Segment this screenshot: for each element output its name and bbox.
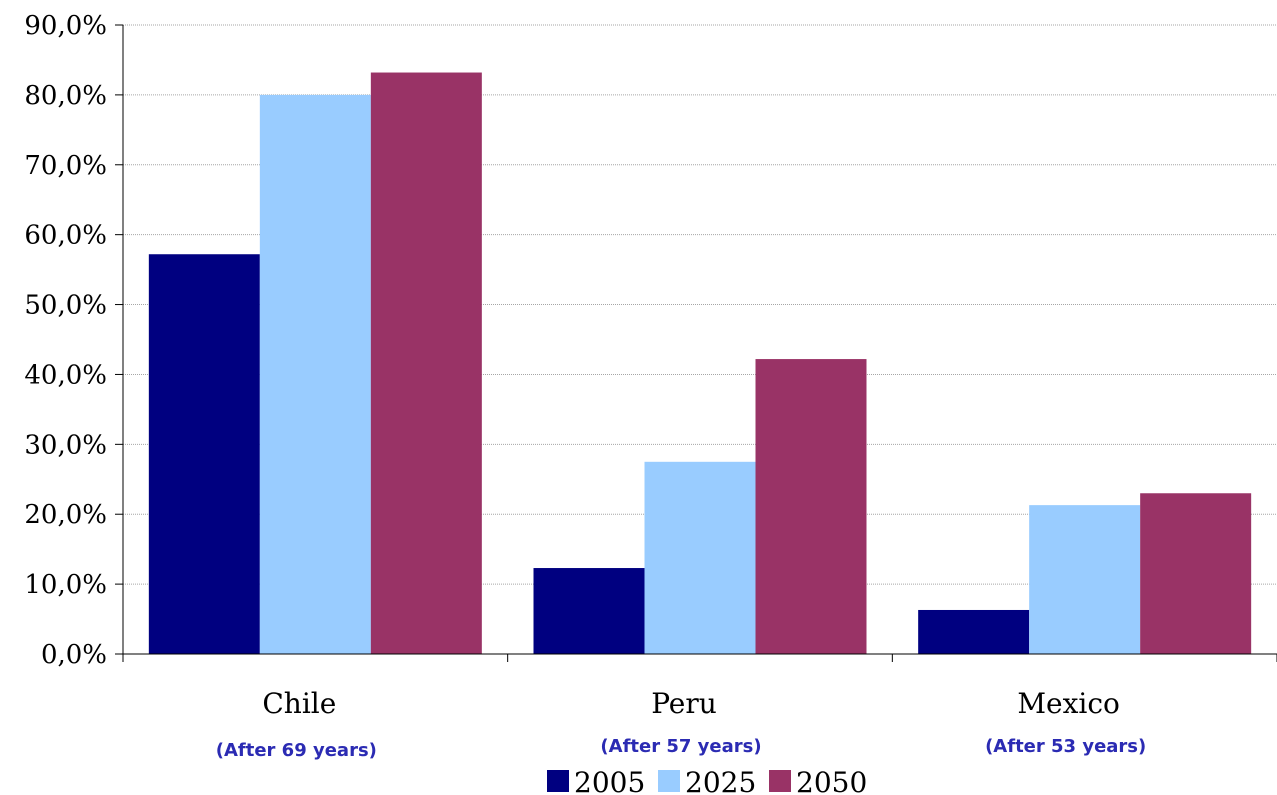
bar-2005-chile [148, 254, 260, 655]
category-note: (After 69 years) [216, 740, 377, 761]
y-tick-label: 0,0% [41, 640, 107, 670]
bar-2005-mexico [918, 609, 1030, 654]
category-note: (After 53 years) [985, 736, 1146, 757]
y-tick-label: 10,0% [24, 570, 107, 600]
y-tick-label: 90,0% [24, 11, 107, 41]
y-tick-label: 60,0% [24, 221, 107, 251]
y-tick-label: 30,0% [24, 430, 107, 460]
y-tick-label: 70,0% [24, 151, 107, 181]
legend-swatch-2025 [658, 770, 680, 792]
bar-2025-peru [644, 461, 756, 654]
legend-swatch-2050 [769, 770, 791, 792]
category-note: (After 57 years) [600, 736, 761, 757]
bar-2005-peru [533, 568, 645, 654]
x-category-label: Peru [651, 687, 717, 720]
bar-2025-chile [259, 94, 371, 654]
legend-label-2005: 2005 [574, 766, 645, 795]
bar-2050-chile [370, 72, 482, 655]
y-tick-label: 20,0% [24, 500, 107, 530]
bar-2050-peru [755, 359, 867, 654]
bar-2050-mexico [1140, 493, 1252, 654]
x-category-label: Chile [262, 687, 336, 720]
y-tick-label: 50,0% [24, 291, 107, 321]
legend-label-2025: 2025 [685, 766, 756, 795]
y-tick-label: 40,0% [24, 360, 107, 390]
legend-swatch-2005 [547, 770, 569, 792]
y-tick-label: 80,0% [24, 81, 107, 111]
bar-2025-mexico [1029, 505, 1141, 654]
x-category-label: Mexico [1017, 687, 1120, 720]
legend-label-2050: 2050 [796, 766, 867, 795]
